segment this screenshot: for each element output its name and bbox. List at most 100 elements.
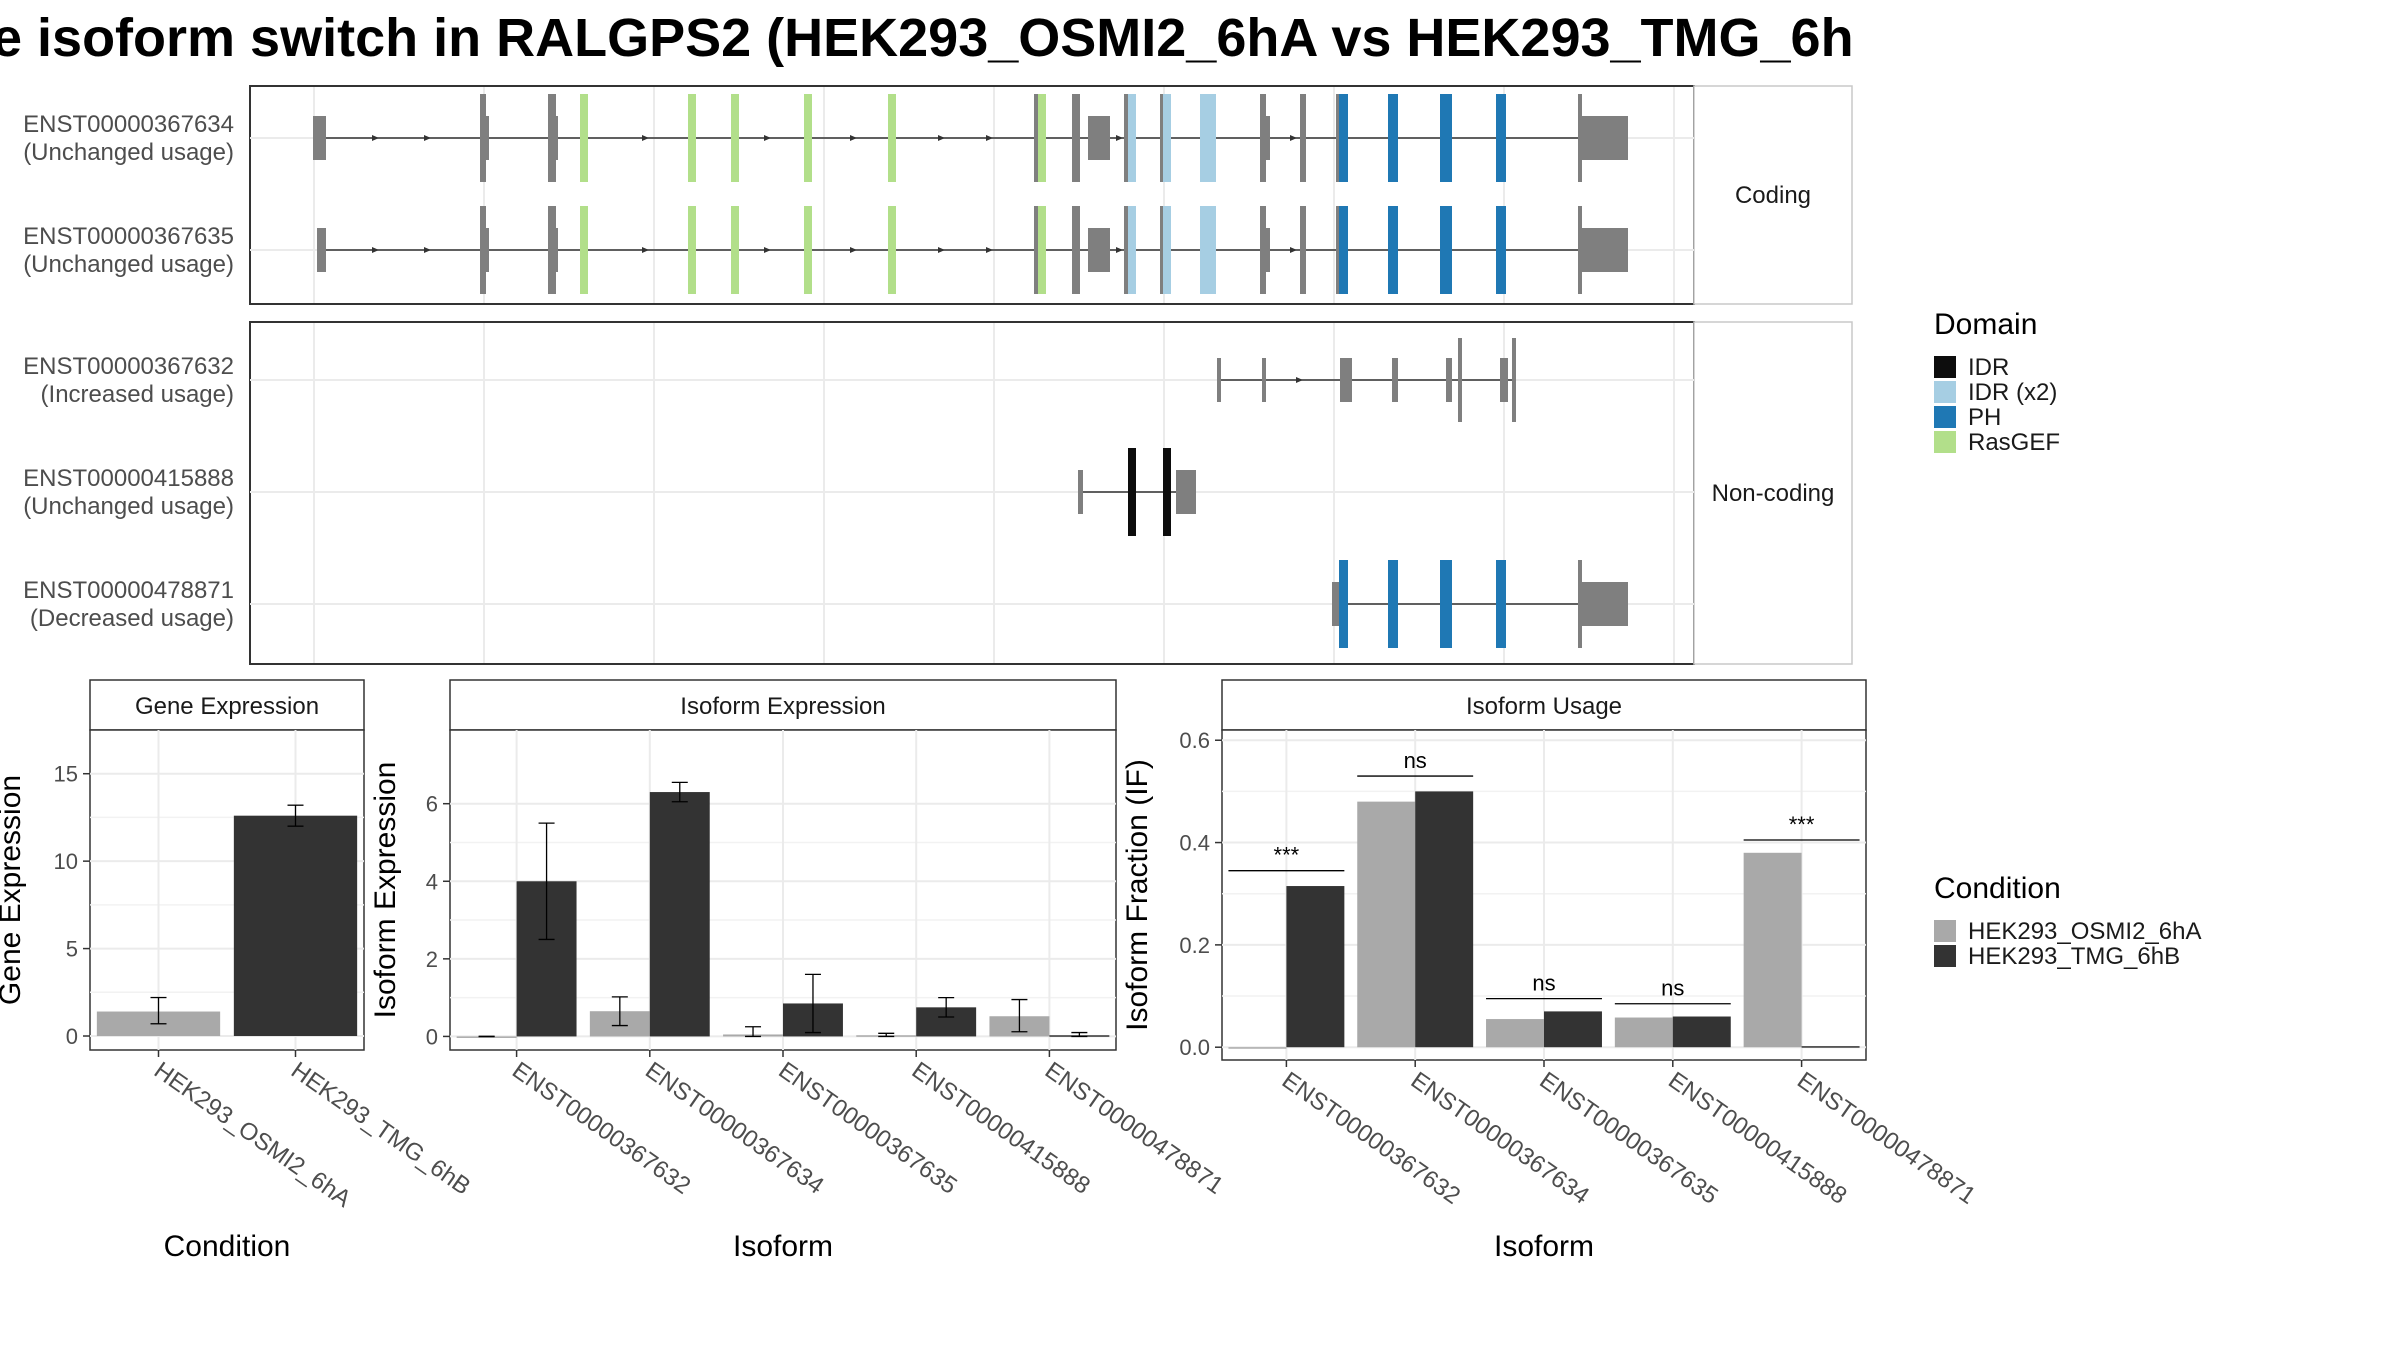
domain-block <box>1388 560 1398 648</box>
domain-block <box>1038 206 1046 294</box>
coding-exon <box>1034 94 1040 182</box>
domain-block <box>1163 94 1171 182</box>
coding-exon <box>548 94 556 182</box>
exon <box>1580 228 1628 272</box>
facet-strip-label: Non-coding <box>1712 480 1835 507</box>
domain-block <box>1496 94 1506 182</box>
transcript-id-label: ENST00000367634 <box>23 111 234 138</box>
significance-label: ns <box>1404 748 1427 773</box>
domain-block <box>1128 448 1136 536</box>
panel-strip <box>1221 679 1867 731</box>
domain-block <box>731 94 739 182</box>
domain-legend-title: Domain <box>1934 308 2037 341</box>
coding-exon <box>1124 206 1130 294</box>
coding-exon <box>1300 206 1306 294</box>
strand-arrow <box>1116 135 1123 141</box>
bar <box>1357 801 1416 1048</box>
exon <box>1266 228 1270 272</box>
coding-exon <box>1072 206 1080 294</box>
strand-arrow <box>986 247 993 253</box>
transcript-usage-label: (Unchanged usage) <box>23 493 234 520</box>
legend-label: RasGEF <box>1968 429 2060 456</box>
y-tick-label: 0 <box>426 1024 438 1049</box>
legend-swatch <box>1934 431 1956 453</box>
bar <box>1743 852 1802 1048</box>
exon <box>1078 470 1083 514</box>
facet-strip <box>1693 321 1853 665</box>
transcript-usage-label: (Increased usage) <box>41 381 234 408</box>
coding-exon <box>1336 206 1340 294</box>
transcript-row: ENST00000367632(Increased usage) <box>23 338 1694 422</box>
significance-label: ns <box>1661 976 1684 1001</box>
legend-label: HEK293_TMG_6hB <box>1968 943 2180 970</box>
exon <box>1500 358 1508 402</box>
legend-label: PH <box>1968 404 2001 431</box>
y-tick-label: 5 <box>66 937 78 962</box>
domain-block <box>580 206 588 294</box>
domain-block <box>1388 94 1398 182</box>
domain-block <box>580 94 588 182</box>
isoform-usage-panel: Isoform Usage 0.0 0.2 0.4 0.6 Isoform Fractio… <box>1121 679 1980 1263</box>
legend-swatch <box>1934 406 1956 428</box>
bar <box>233 815 358 1037</box>
transcript-usage-label: (Unchanged usage) <box>23 251 234 278</box>
figure-title: e isoform switch in RALGPS2 (HEK293_OSMI… <box>0 8 1854 68</box>
y-tick-label: 0.4 <box>1179 831 1210 856</box>
y-tick-label: 15 <box>54 762 78 787</box>
domain-block <box>1038 94 1046 182</box>
legend-label: IDR <box>1968 354 2009 381</box>
strand-arrow <box>424 135 431 141</box>
condition-legend-title: Condition <box>1934 872 2061 905</box>
y-tick-label: 2 <box>426 947 438 972</box>
y-tick-label: 0.2 <box>1179 933 1210 958</box>
transcript-id-label: ENST00000367635 <box>23 223 234 250</box>
exon <box>1262 358 1266 402</box>
coding-exon <box>1578 94 1582 182</box>
domain-block <box>1339 560 1348 648</box>
exon <box>1580 582 1628 626</box>
panel-title: Isoform Usage <box>1466 693 1622 720</box>
facet-strip-label: Coding <box>1735 182 1811 209</box>
domain-block <box>1200 94 1216 182</box>
domain-block <box>1200 206 1216 294</box>
y-tick-label: 0.6 <box>1179 728 1210 753</box>
transcript-id-label: ENST00000367632 <box>23 353 234 380</box>
domain-block <box>1496 560 1506 648</box>
exon <box>1088 116 1110 160</box>
coding-exon <box>1578 206 1582 294</box>
coding-exon <box>1578 560 1582 648</box>
domain-block <box>888 206 896 294</box>
bar <box>1415 791 1474 1048</box>
significance-label: ns <box>1532 971 1555 996</box>
strand-arrow <box>372 135 379 141</box>
coding-exon <box>1336 94 1340 182</box>
panel-title: Gene Expression <box>135 693 319 720</box>
strand-arrow <box>764 247 771 253</box>
exon <box>1217 358 1221 402</box>
exon <box>1580 116 1628 160</box>
strand-arrow <box>1296 377 1303 383</box>
facet-panel <box>249 85 1695 305</box>
exon <box>313 116 326 160</box>
strand-arrow <box>850 135 857 141</box>
domain-block <box>1496 206 1506 294</box>
bar <box>1228 1047 1287 1049</box>
coding-exon <box>480 206 486 294</box>
domain-block <box>804 94 812 182</box>
domain-block <box>688 94 696 182</box>
transcript-row: ENST00000415888(Unchanged usage) <box>23 448 1694 536</box>
domain-block <box>1128 94 1136 182</box>
strand-arrow <box>1290 135 1297 141</box>
strand-arrow <box>1116 247 1123 253</box>
domain-block <box>1388 206 1398 294</box>
strand-arrow <box>938 247 945 253</box>
transcript-row: ENST00000367635(Unchanged usage) <box>23 206 1694 294</box>
bar <box>1672 1016 1731 1048</box>
coding-exon <box>1260 206 1266 294</box>
facet-strip <box>1693 85 1853 305</box>
exon <box>1446 358 1452 402</box>
strand-arrow <box>764 135 771 141</box>
